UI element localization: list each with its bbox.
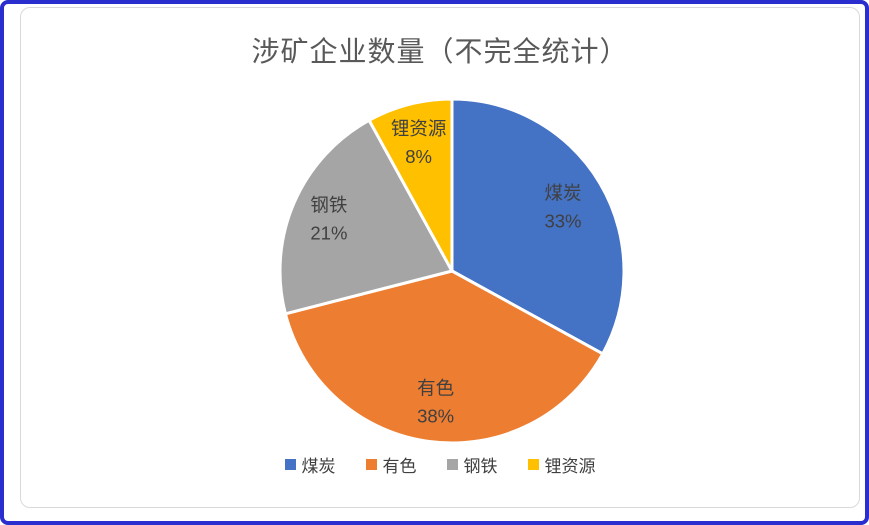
legend-item-coal: 煤炭	[284, 452, 336, 477]
legend-swatch-steel	[446, 459, 458, 470]
pie-label-nonferrous: 有色 38%	[417, 378, 454, 427]
legend-swatch-nonferrous	[365, 459, 377, 470]
pie-slice-steel	[278, 118, 454, 316]
pie-slice-nonferrous	[283, 269, 605, 445]
legend: 煤炭 有色 钢铁 锂资源	[21, 452, 859, 477]
chart-title: 涉矿企业数量（不完全统计）	[251, 36, 629, 67]
pie-label-coal: 煤炭 33%	[544, 182, 581, 231]
legend-swatch-lithium	[527, 459, 539, 470]
legend-label-coal: 煤炭	[301, 457, 336, 476]
pie-chart: 煤炭 33% 有色 38% 钢铁 21% 锂资源 8%	[278, 97, 626, 445]
legend-item-lithium: 锂资源	[527, 452, 596, 477]
pie-label-steel: 钢铁 21%	[310, 195, 347, 244]
pie-slice-lithium	[367, 97, 454, 273]
pie-slices	[278, 97, 626, 445]
legend-label-lithium: 锂资源	[544, 457, 596, 476]
legend-item-nonferrous: 有色	[365, 452, 417, 477]
legend-swatch-coal	[284, 459, 296, 470]
pie-slice-coal	[450, 97, 626, 356]
legend-label-nonferrous: 有色	[382, 457, 417, 476]
pie-slice-labels: 煤炭 33% 有色 38% 钢铁 21% 锂资源 8%	[310, 118, 581, 427]
chart-area: 涉矿企业数量（不完全统计） 煤炭 33% 有色 38% 钢铁 21% 锂资源 8% 煤炭 有色 钢…	[20, 7, 860, 508]
pie-label-lithium: 锂资源 8%	[391, 118, 447, 167]
legend-item-steel: 钢铁	[446, 452, 498, 477]
legend-label-steel: 钢铁	[463, 457, 498, 476]
